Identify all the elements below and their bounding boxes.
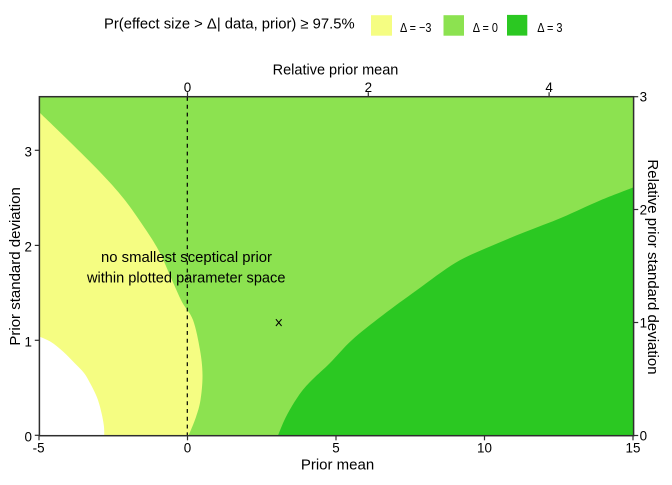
svg-text:3: 3 [640, 89, 647, 104]
svg-text:Prior mean: Prior mean [301, 456, 374, 473]
svg-text:within plotted parameter space: within plotted parameter space [86, 269, 285, 286]
svg-text:4: 4 [545, 80, 553, 95]
svg-text:10: 10 [477, 440, 492, 455]
svg-text:0: 0 [640, 428, 647, 443]
svg-text:Pr(effect size > Δ| data, prio: Pr(effect size > Δ| data, prior) ≥ 97.5% [104, 17, 355, 33]
svg-text:-5: -5 [33, 440, 45, 455]
svg-text:Δ = −3: Δ = −3 [400, 20, 431, 35]
svg-text:0: 0 [24, 429, 31, 444]
svg-text:1: 1 [640, 315, 647, 330]
svg-text:Δ = 3: Δ = 3 [537, 20, 562, 35]
svg-text:1: 1 [24, 334, 31, 349]
svg-text:0: 0 [184, 80, 191, 95]
svg-text:5: 5 [332, 440, 339, 455]
svg-text:Prior standard deviation: Prior standard deviation [7, 187, 24, 345]
svg-text:3: 3 [24, 144, 31, 159]
svg-text:Relative prior mean: Relative prior mean [273, 63, 399, 79]
svg-text:2: 2 [365, 80, 372, 95]
svg-text:Δ = 0: Δ = 0 [473, 20, 498, 35]
svg-text:2: 2 [24, 240, 31, 255]
svg-text:Relative prior standard deviat: Relative prior standard deviation [644, 159, 661, 374]
svg-text:no smallest sceptical prior: no smallest sceptical prior [101, 249, 272, 266]
svg-text:15: 15 [626, 440, 641, 455]
svg-text:0: 0 [184, 440, 191, 455]
svg-text:2: 2 [640, 202, 647, 217]
